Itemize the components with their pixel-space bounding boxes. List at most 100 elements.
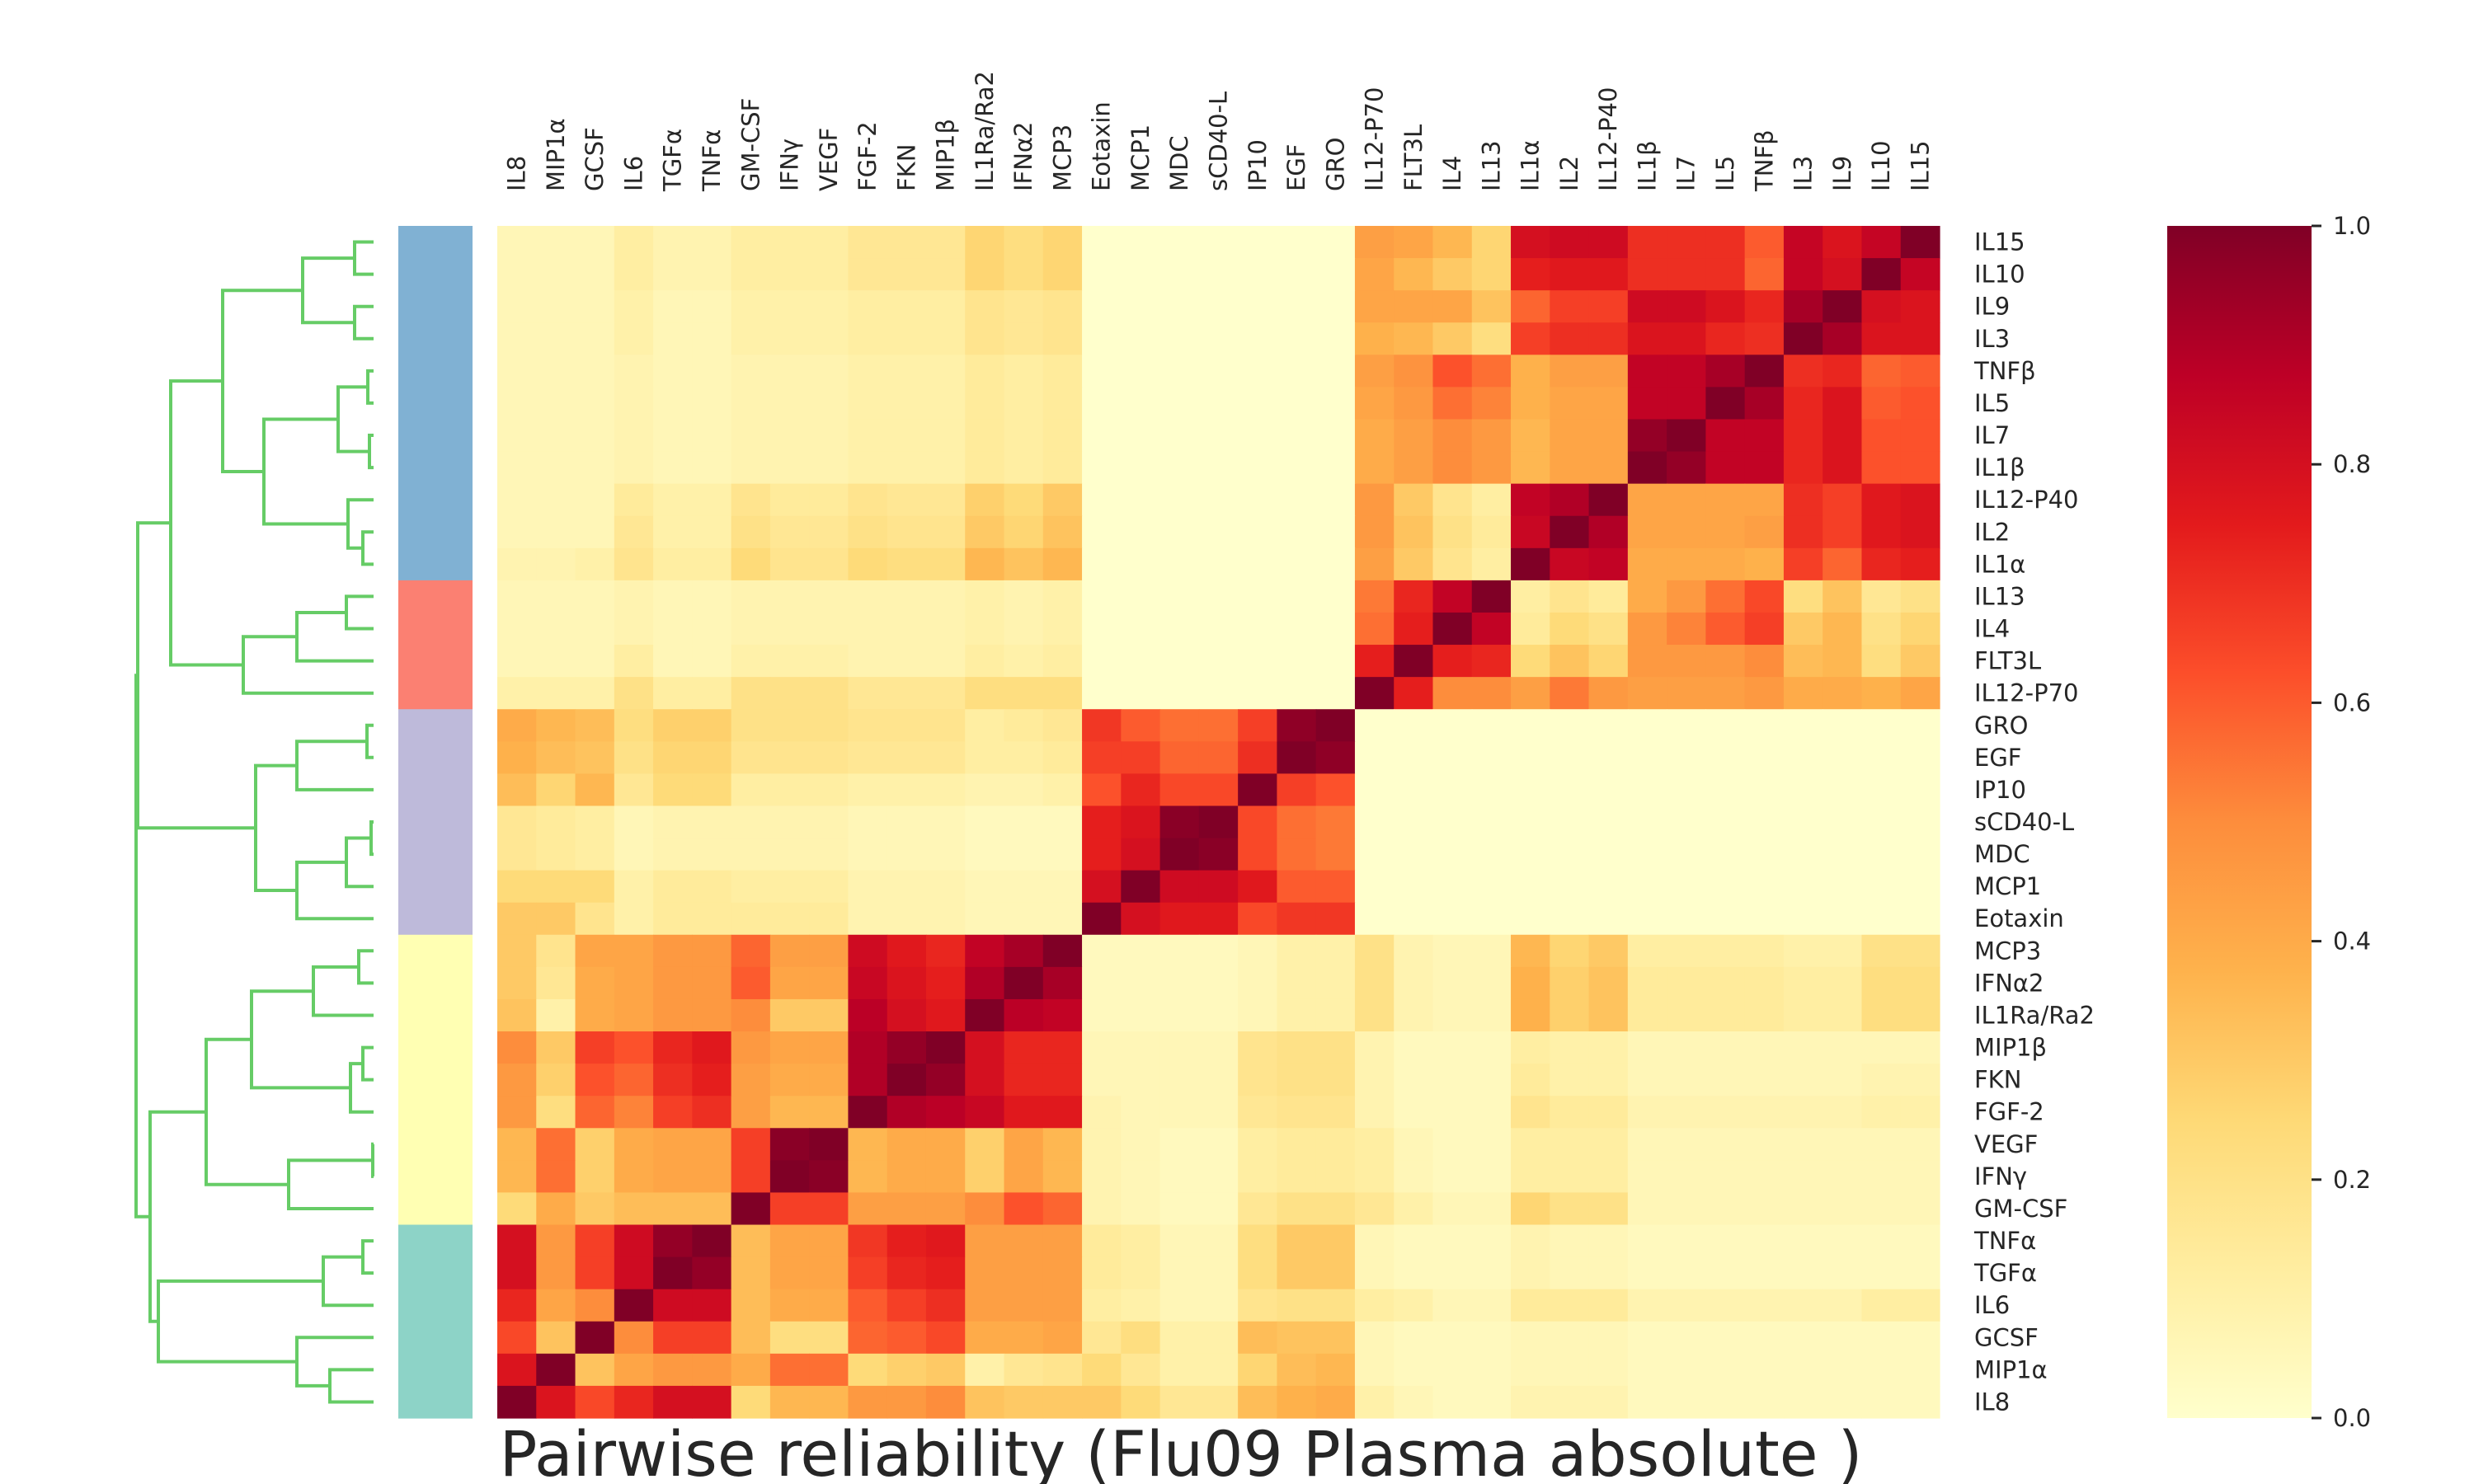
row-label-mcp1: MCP1 (1974, 872, 2041, 900)
cell-il8-mip1α (536, 1385, 576, 1419)
cell-fgf-2-il12-p40 (1588, 1096, 1629, 1129)
cell-gcsf-eotaxin (1082, 1321, 1122, 1355)
cell-mip1α-tnfβ (1744, 1353, 1785, 1387)
cell-il8-tnfβ (1744, 1385, 1785, 1419)
cell-ip10-ifnα2 (1004, 773, 1044, 807)
cell-fkn-fgf-2 (848, 1064, 888, 1097)
cell-mip1β-tnfα (692, 1031, 732, 1064)
cell-il4-il1α (1511, 612, 1550, 646)
cell-gro-mip1β (925, 709, 966, 742)
cell-tnfβ-vegf (809, 355, 849, 387)
cell-il2-fgf-2 (848, 515, 888, 549)
cell-mip1α-ifnα2 (1004, 1353, 1044, 1387)
cell-ifnα2-flt3l (1394, 966, 1434, 1000)
cell-il15-il1β (1627, 226, 1667, 259)
cell-il13-ip10 (1238, 580, 1278, 613)
cell-il15-il10 (1861, 226, 1902, 259)
colorbar-tick-label: 0.0 (2333, 1404, 2371, 1432)
cell-il1α-egf (1277, 547, 1317, 581)
col-label-il3: IL3 (1790, 156, 1818, 191)
cell-eotaxin-il2 (1550, 902, 1590, 936)
cell-tnfβ-eotaxin (1082, 355, 1122, 387)
cell-fgf-2-il13 (1471, 1096, 1512, 1129)
cell-gro-tnfα (692, 709, 732, 742)
cell-il5-il1ra-ra2 (965, 387, 1005, 420)
cell-ip10-il8 (497, 773, 537, 807)
cell-ip10-il12-p40 (1588, 773, 1629, 807)
cell-il12-p70-il4 (1432, 677, 1473, 710)
row-label-tnfα: TNFα (1973, 1227, 2036, 1255)
cell-eotaxin-vegf (809, 902, 849, 936)
cell-ip10-il3 (1783, 773, 1823, 807)
cell-gm-csf-ifnγ (769, 1192, 810, 1226)
dendrogram-link-g (365, 723, 374, 759)
cell-ifnγ-il5 (1705, 1160, 1746, 1194)
cell-il3-gcsf (575, 322, 615, 355)
cell-ifnγ-mip1α (536, 1160, 576, 1194)
cell-tnfβ-il3 (1783, 355, 1823, 387)
cell-il2-tnfα (692, 515, 732, 549)
cell-il2-mip1α (536, 515, 576, 549)
cell-il1β-il6 (614, 451, 654, 485)
cell-eotaxin-fgf-2 (848, 902, 888, 936)
cell-egf-mcp3 (1042, 741, 1083, 774)
cell-tgfα-il13 (1471, 1256, 1512, 1290)
cell-egf-gcsf (575, 741, 615, 774)
cell-il6-il9 (1823, 1289, 1863, 1322)
row-label-tgfα: TGFα (1973, 1259, 2037, 1287)
cell-il9-il1α (1511, 290, 1550, 323)
cell-tnfβ-il9 (1823, 355, 1863, 387)
col-label-mcp1: MCP1 (1126, 124, 1155, 191)
cell-il1α-mip1α (536, 547, 576, 581)
cell-il8-ip10 (1238, 1385, 1278, 1419)
cell-gm-csf-il1ra-ra2 (965, 1192, 1005, 1226)
cell-il12-p40-il12-p70 (1354, 483, 1395, 517)
cell-mcp1-il13 (1471, 870, 1512, 904)
cell-flt3l-gcsf (575, 645, 615, 678)
cell-mip1α-scd40-l (1198, 1353, 1239, 1387)
cell-il1ra-ra2-il1β (1627, 998, 1667, 1032)
row-label-il15: IL15 (1974, 228, 2025, 256)
cell-fkn-il12-p40 (1588, 1064, 1629, 1097)
dendrogram-link-root (134, 674, 150, 1219)
cell-il3-mcp1 (1121, 322, 1161, 355)
cell-il1α-mcp3 (1042, 547, 1083, 581)
cell-ifnγ-il10 (1861, 1160, 1902, 1194)
cell-il6-il1ra-ra2 (965, 1289, 1005, 1322)
cell-fgf-2-il7 (1667, 1096, 1706, 1129)
cell-gcsf-mip1α (536, 1321, 576, 1355)
cell-il6-mdc (1159, 1289, 1200, 1322)
cell-il9-il7 (1667, 290, 1706, 323)
cell-scd40-l-ifnα2 (1004, 805, 1044, 839)
cell-scd40-l-tgfα (653, 805, 693, 839)
cell-il4-mcp1 (1121, 612, 1161, 646)
cell-mip1β-fgf-2 (848, 1031, 888, 1064)
cell-tnfβ-mcp3 (1042, 355, 1083, 387)
cell-il9-mip1α (536, 290, 576, 323)
cell-il15-il3 (1783, 226, 1823, 259)
cell-il8-mip1β (925, 1385, 966, 1419)
cell-il13-il8 (497, 580, 537, 613)
cell-tnfβ-scd40-l (1198, 355, 1239, 387)
cell-mcp3-fgf-2 (848, 934, 888, 968)
cell-tnfα-il12-p40 (1588, 1224, 1629, 1258)
cell-gro-il10 (1861, 709, 1902, 742)
row-label-il6: IL6 (1974, 1291, 2010, 1319)
cell-fgf-2-fkn (887, 1096, 927, 1129)
cell-fgf-2-il12-p70 (1354, 1096, 1395, 1129)
cell-il1α-il6 (614, 547, 654, 581)
cell-il3-tnfα (692, 322, 732, 355)
cell-il7-mdc (1159, 419, 1200, 453)
cell-il5-tnfβ (1744, 387, 1785, 420)
cell-mdc-mcp1 (1121, 838, 1161, 871)
cell-il4-fkn (887, 612, 927, 646)
cell-il3-tnfβ (1744, 322, 1785, 355)
cell-il12-p40-eotaxin (1082, 483, 1122, 517)
cell-il1α-il12-p70 (1354, 547, 1395, 581)
cell-gcsf-il13 (1471, 1321, 1512, 1355)
cell-il10-il6 (614, 258, 654, 291)
cell-il1β-il2 (1550, 451, 1590, 485)
cell-flt3l-eotaxin (1082, 645, 1122, 678)
cell-tgfα-ip10 (1238, 1256, 1278, 1290)
cell-gm-csf-il2 (1550, 1192, 1590, 1226)
